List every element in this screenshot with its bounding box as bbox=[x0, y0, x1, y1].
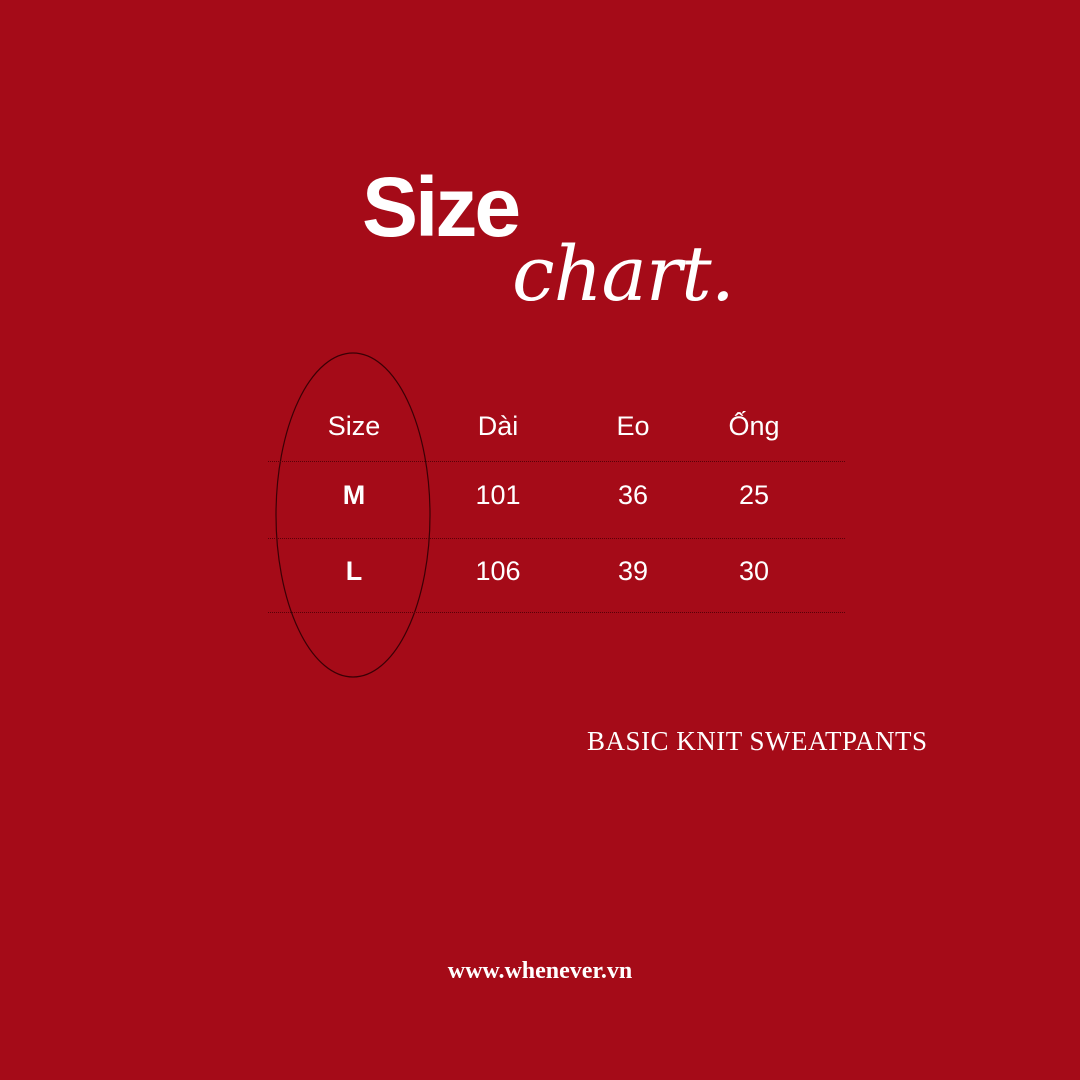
table-divider bbox=[268, 461, 845, 462]
header-waist: Eo bbox=[616, 411, 650, 441]
product-name: BASIC KNIT SWEATPANTS bbox=[587, 726, 928, 756]
table-divider bbox=[268, 612, 845, 613]
header-length: Dài bbox=[477, 411, 519, 441]
table-cell: 25 bbox=[738, 480, 770, 510]
website-link[interactable]: www.whenever.vn bbox=[447, 958, 633, 984]
table-divider bbox=[268, 538, 845, 539]
table-row-size: M bbox=[342, 480, 366, 510]
table-cell: 106 bbox=[475, 556, 521, 586]
header-size: Size bbox=[327, 411, 381, 441]
table-cell: 30 bbox=[738, 556, 770, 586]
table-cell: 39 bbox=[617, 556, 649, 586]
title-size: Size bbox=[362, 160, 521, 254]
title-chart-script: chart. bbox=[512, 229, 735, 318]
table-row-size: L bbox=[345, 556, 363, 586]
table-cell: 36 bbox=[617, 480, 649, 510]
header-leg-opening: Ống bbox=[728, 411, 780, 441]
table-cell: 101 bbox=[475, 480, 521, 510]
